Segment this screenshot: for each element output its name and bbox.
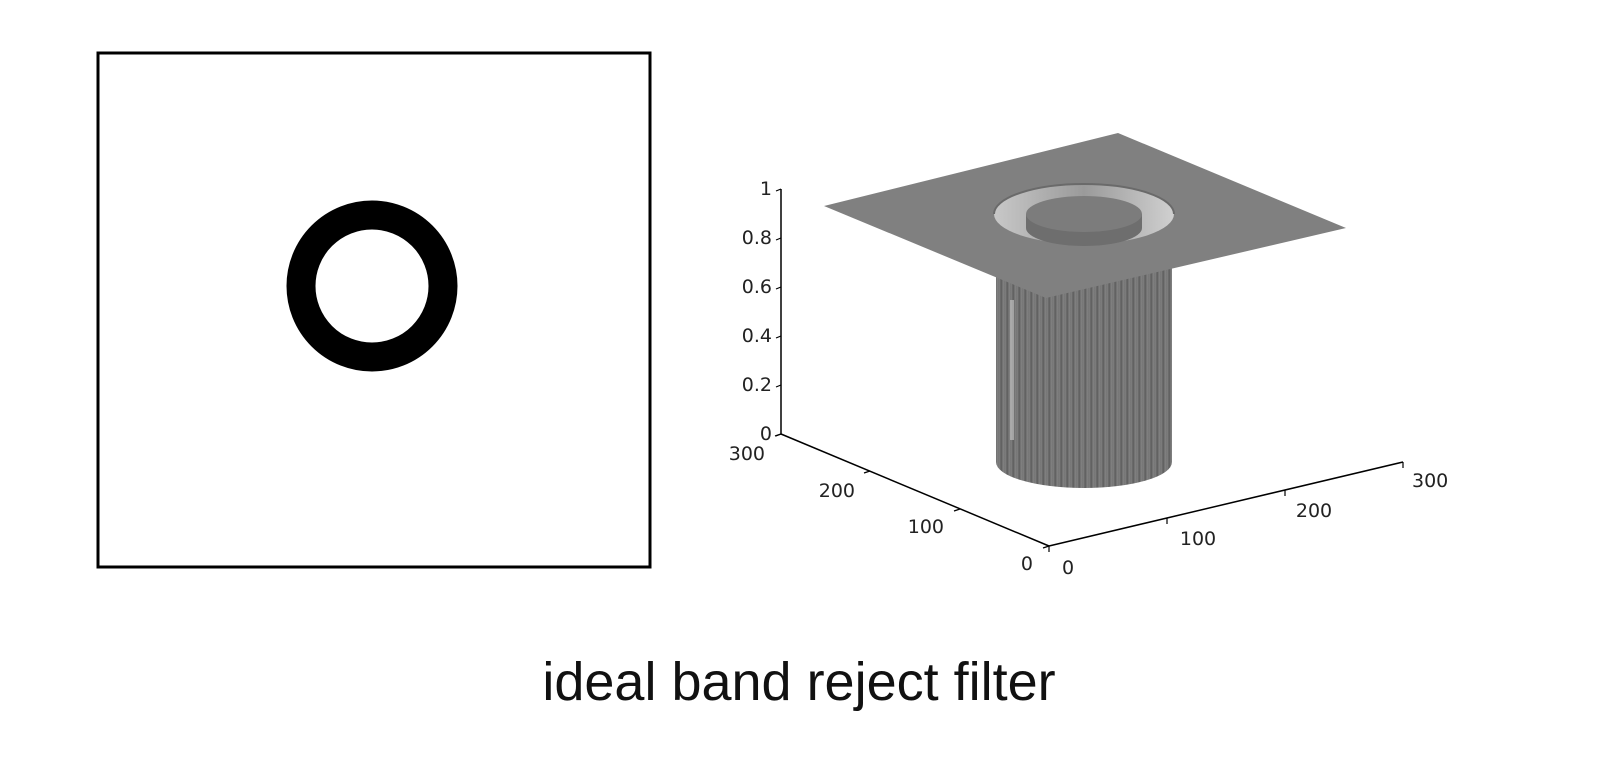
y-tick-0: 0 — [1021, 553, 1033, 575]
mask-frame — [96, 51, 652, 569]
cylinder-highlight — [1010, 300, 1014, 440]
x-axis-line — [1048, 461, 1404, 547]
z-tick-0.2: 0.2 — [742, 374, 772, 396]
figure-caption: ideal band reject filter — [542, 652, 1056, 712]
x-tick-200: 200 — [1296, 500, 1332, 522]
band-cylinder-wall — [996, 262, 1172, 488]
y-axis-line — [780, 433, 1050, 547]
x-axis-ticks — [1048, 462, 1404, 552]
reject-band-ring — [286, 200, 458, 372]
z-axis-ticks — [775, 188, 782, 437]
z-tick-1: 1 — [760, 178, 772, 200]
z-tick-0: 0 — [760, 423, 772, 445]
x-tick-300: 300 — [1412, 470, 1448, 492]
y-tick-200: 200 — [819, 480, 855, 502]
z-tick-0.4: 0.4 — [742, 325, 772, 347]
z-tick-0.6: 0.6 — [742, 276, 772, 298]
y-axis-ticks — [774, 433, 1050, 549]
y-tick-100: 100 — [908, 516, 944, 538]
y-tick-300: 300 — [729, 443, 765, 465]
surface-plot: 0 0.2 0.4 0.6 0.8 1 0 100 200 300 0 100 … — [729, 133, 1448, 579]
x-tick-0: 0 — [1062, 557, 1074, 579]
outer-rim-shadow — [993, 183, 1175, 215]
x-tick-100: 100 — [1180, 528, 1216, 550]
filter-mask-panel — [96, 51, 652, 569]
inner-disk-top — [1026, 196, 1142, 232]
z-tick-0.8: 0.8 — [742, 227, 772, 249]
